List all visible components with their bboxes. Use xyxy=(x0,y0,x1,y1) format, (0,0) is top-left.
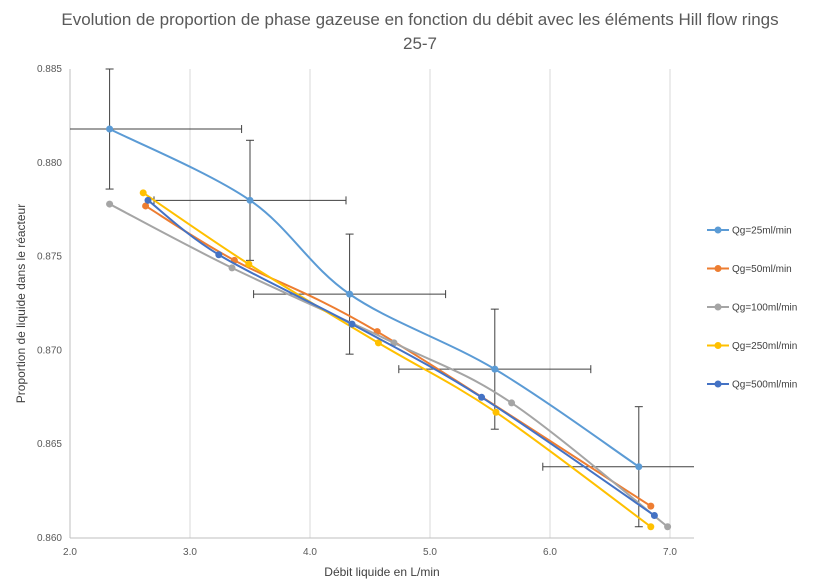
y-axis-title: Proportion de liquide dans le réacteur xyxy=(14,204,28,403)
y-tick-label: 0.880 xyxy=(37,158,62,169)
data-point xyxy=(346,290,354,298)
data-point xyxy=(144,196,152,204)
x-tick-label: 4.0 xyxy=(303,547,317,558)
legend: Qg=25ml/min Qg=50ml/min Qg=100ml/min Qg=250… xyxy=(707,226,797,391)
data-point xyxy=(215,251,223,259)
data-point xyxy=(374,339,382,347)
x-tick-label: 5.0 xyxy=(423,547,437,558)
legend-label: Qg=250ml/min xyxy=(732,341,797,352)
data-point xyxy=(228,264,236,272)
data-point xyxy=(246,196,254,204)
data-point xyxy=(245,260,253,268)
legend-label: Qg=100ml/min xyxy=(732,303,797,314)
series-line-1 xyxy=(109,128,640,468)
legend-marker xyxy=(714,265,722,272)
grid-layer xyxy=(69,69,671,538)
axis-layer: 2.0 3.0 4.0 5.0 6.0 7.0 0.860 0.865 0.870 0.875 0.… xyxy=(14,64,694,579)
y-tick-label: 0.865 xyxy=(37,439,62,450)
series-layer xyxy=(106,125,672,531)
legend-label: Qg=50ml/min xyxy=(732,264,792,275)
data-point xyxy=(508,399,516,407)
data-point xyxy=(650,511,658,519)
data-point xyxy=(106,200,114,208)
x-tick-label: 6.0 xyxy=(543,547,557,558)
series-line-2 xyxy=(145,205,652,507)
data-point xyxy=(478,393,486,401)
legend-marker xyxy=(714,380,722,388)
series-line-5 xyxy=(147,199,655,517)
legend-label: Qg=500ml/min xyxy=(732,380,797,391)
data-point xyxy=(492,408,500,416)
y-tick-label: 0.870 xyxy=(37,345,62,356)
data-point xyxy=(647,523,655,531)
x-tick-label: 7.0 xyxy=(663,547,677,558)
legend-marker xyxy=(714,303,722,311)
y-tick-label: 0.875 xyxy=(37,252,62,263)
x-axis-title: Débit liquide en L/min xyxy=(324,565,439,579)
legend-marker xyxy=(714,226,722,234)
data-point xyxy=(635,463,643,471)
data-point xyxy=(647,502,655,510)
data-point xyxy=(664,523,672,531)
y-tick-label: 0.885 xyxy=(37,64,62,75)
legend-label: Qg=25ml/min xyxy=(732,226,792,237)
data-point xyxy=(106,125,114,133)
series-line-3 xyxy=(109,203,669,528)
data-point xyxy=(139,189,147,197)
x-tick-label: 3.0 xyxy=(183,547,197,558)
y-tick-label: 0.860 xyxy=(37,533,62,544)
data-point xyxy=(348,320,356,328)
series-line-4 xyxy=(142,191,652,528)
data-point xyxy=(142,202,150,210)
x-tick-label: 2.0 xyxy=(63,547,77,558)
chart-title: Evolution de proportion de phase gazeuse… xyxy=(61,10,779,53)
data-point xyxy=(491,365,499,373)
legend-marker xyxy=(714,342,722,349)
error-bars-layer xyxy=(70,68,694,528)
